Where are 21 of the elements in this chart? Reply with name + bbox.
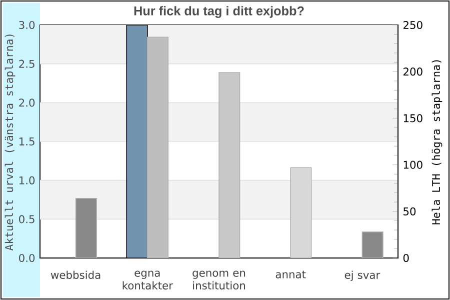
y2-tick-label: 250 bbox=[403, 20, 422, 30]
y-axis-title: Aktuellt urval (vänstra staplarna) bbox=[4, 34, 16, 250]
y2-tick-label: 100 bbox=[404, 160, 422, 169]
y-tick-label: 3.0 bbox=[19, 20, 35, 30]
y2-axis-title: Hela LTH (högra staplarna) bbox=[432, 60, 442, 224]
y-tick-label: 1.0 bbox=[19, 176, 35, 184]
y2-tick-label: 0 bbox=[403, 254, 409, 262]
chart-title: Hur fick du tag i ditt exjobb? bbox=[134, 6, 304, 18]
y2-tick-label: 50 bbox=[404, 207, 416, 216]
x-tick-label: annat bbox=[276, 270, 306, 278]
y-tick-label: 0.0 bbox=[19, 254, 35, 262]
y-tick-label: 2.5 bbox=[19, 60, 34, 68]
y2-tick-label: 200 bbox=[403, 68, 422, 76]
x-tick-label: ej svar bbox=[344, 270, 380, 282]
y-tick-label: 0.5 bbox=[19, 215, 34, 224]
x-tick-label: egna kontakter bbox=[122, 270, 173, 290]
y2-tick-label: 150 bbox=[404, 114, 422, 122]
x-tick-label: genom en institution bbox=[192, 270, 246, 290]
y-tick-label: 2.0 bbox=[19, 98, 35, 107]
y-tick-label: 1.5 bbox=[19, 138, 34, 146]
x-tick-label: webbsida bbox=[50, 270, 100, 279]
